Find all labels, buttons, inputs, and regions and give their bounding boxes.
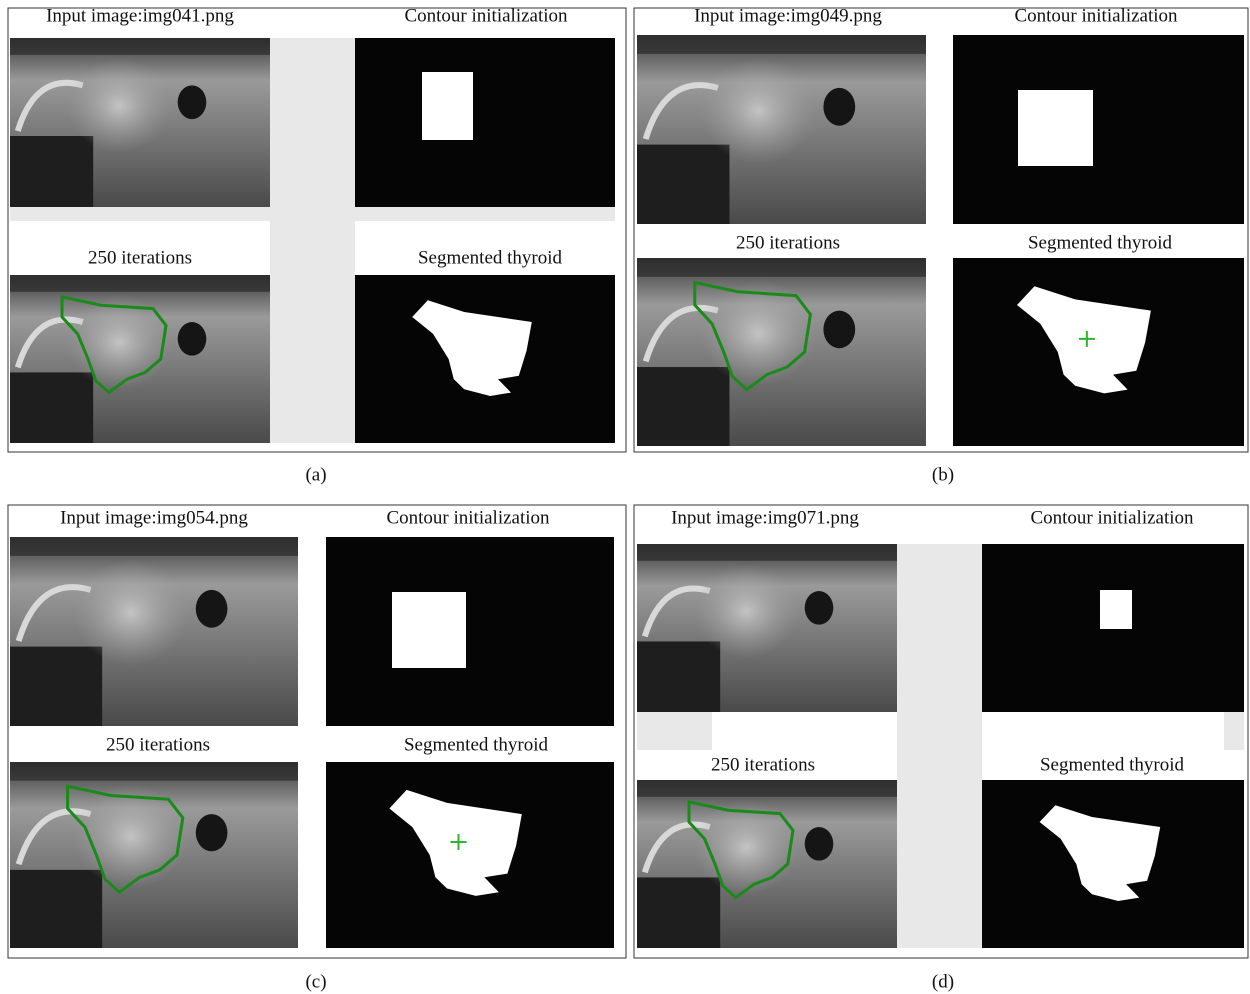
thyroid-region [694, 800, 798, 894]
thyroid-region [67, 295, 171, 389]
top-band [10, 38, 270, 55]
background [270, 38, 355, 443]
thyroid-region [67, 58, 171, 153]
top-band [637, 258, 926, 277]
dark-region [637, 367, 729, 446]
init-contour [422, 72, 473, 140]
top-band [637, 780, 897, 797]
subplot-title: Segmented thyroid [1040, 754, 1185, 775]
background [897, 544, 982, 948]
init-image [326, 537, 614, 726]
figure: Input image:img041.png Contour initializa… [0, 0, 1250, 994]
subplot-title: Contour initialization [1030, 507, 1194, 528]
vessel [805, 827, 834, 861]
subplot-title: Segmented thyroid [418, 247, 563, 268]
top-band [10, 537, 298, 556]
dark-region [10, 372, 93, 443]
subplot-title: Contour initialization [404, 5, 568, 26]
subplot-title: Input image:img041.png [46, 5, 234, 26]
dark-region [637, 145, 729, 224]
subplot-title: Contour initialization [386, 507, 550, 528]
thyroid-region [701, 281, 817, 386]
subplot-title: Input image:img071.png [671, 507, 859, 528]
top-band [10, 762, 298, 781]
vessel [823, 88, 855, 126]
dark-region [10, 136, 93, 207]
init-contour [1018, 90, 1093, 166]
subplot-title: Input image:img054.png [60, 507, 248, 528]
vessel [178, 322, 207, 356]
thyroid-region [73, 784, 188, 888]
subplot-title: Segmented thyroid [404, 734, 549, 755]
panel-label: (b) [932, 464, 954, 485]
init-image [953, 35, 1244, 224]
dark-region [10, 870, 102, 948]
vessel [805, 591, 834, 625]
vessel [196, 814, 228, 851]
subplot-title: 250 iterations [736, 232, 840, 253]
subplot-title: 250 iterations [88, 247, 192, 268]
subplot-title: 250 iterations [711, 754, 815, 775]
subplot-title: Contour initialization [1014, 5, 1178, 26]
thyroid-region [694, 564, 798, 658]
top-band [637, 544, 897, 561]
top-band [637, 35, 926, 54]
init-contour [1100, 590, 1132, 629]
init-contour [392, 592, 466, 668]
background [637, 712, 712, 750]
dark-region [637, 641, 720, 712]
dark-region [10, 647, 102, 726]
thyroid-region [701, 58, 817, 164]
top-band [10, 275, 270, 292]
background [10, 207, 615, 221]
thyroid-region [73, 560, 188, 666]
vessel [178, 85, 207, 119]
subplot-title: Segmented thyroid [1028, 232, 1173, 253]
panel-label: (d) [932, 971, 954, 992]
panel-label: (c) [305, 971, 326, 992]
dark-region [637, 877, 720, 948]
background [1224, 712, 1244, 750]
subplot-title: Input image:img049.png [694, 5, 882, 26]
init-image [355, 38, 615, 207]
panel-label: (a) [305, 464, 326, 485]
vessel [823, 311, 855, 349]
vessel [196, 590, 228, 628]
subplot-title: 250 iterations [106, 734, 210, 755]
